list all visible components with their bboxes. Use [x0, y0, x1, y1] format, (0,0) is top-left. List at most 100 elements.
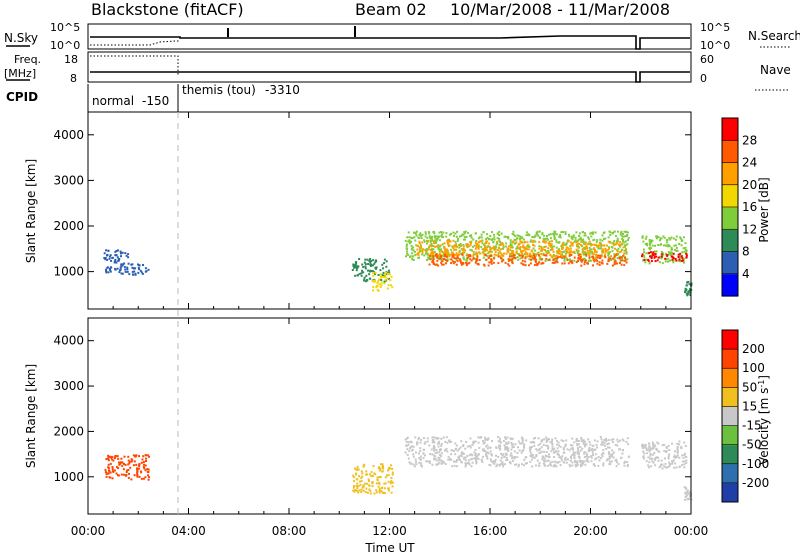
- echo-cell: [668, 259, 671, 262]
- echo-cell: [687, 489, 689, 492]
- echo-cell: [563, 461, 566, 464]
- echo-cell: [641, 255, 643, 258]
- echo-cell: [684, 492, 687, 495]
- echo-cell: [671, 258, 674, 261]
- echo-cell: [476, 259, 479, 261]
- echo-cell: [497, 234, 500, 237]
- echo-cell: [431, 257, 434, 260]
- echo-cell: [408, 236, 411, 239]
- echo-cell: [539, 236, 541, 239]
- echo-cell: [439, 449, 441, 451]
- echo-cell: [660, 459, 663, 462]
- echo-cell: [495, 465, 498, 468]
- echo-cell: [520, 451, 523, 454]
- echo-cell: [390, 284, 393, 287]
- echo-cell: [487, 245, 489, 248]
- echo-cell: [107, 457, 110, 460]
- echo-cell: [613, 243, 616, 246]
- echo-cell: [569, 241, 572, 244]
- echo-cell: [624, 257, 627, 259]
- echo-cell: [381, 463, 384, 466]
- echo-cell: [361, 475, 364, 478]
- echo-cell: [497, 252, 500, 255]
- echo-cell: [353, 485, 355, 487]
- echo-cell: [423, 437, 425, 440]
- colorbar-swatch: [722, 229, 738, 253]
- echo-cell: [456, 449, 459, 452]
- echo-cell: [670, 236, 673, 239]
- echo-cell: [433, 241, 436, 244]
- echo-cell: [390, 477, 393, 479]
- echo-cell: [415, 463, 418, 466]
- echo-cell: [355, 473, 357, 476]
- echo-cell: [553, 237, 556, 240]
- echo-cell: [538, 247, 541, 250]
- echo-cell: [651, 457, 654, 460]
- echo-cell: [453, 234, 455, 237]
- echo-cell: [581, 447, 584, 450]
- echo-cell: [519, 240, 522, 243]
- echo-cell: [145, 457, 148, 460]
- echo-cell: [391, 473, 394, 476]
- echo-cell: [673, 454, 676, 457]
- y-tick-label: 3000: [53, 173, 84, 187]
- echo-cell: [111, 466, 114, 469]
- echo-cell: [510, 441, 513, 444]
- echo-cell: [588, 249, 591, 252]
- echo-cell: [384, 276, 387, 279]
- echo-cell: [431, 253, 433, 256]
- echo-cell: [655, 447, 658, 450]
- echo-cell: [585, 455, 588, 458]
- echo-cell: [426, 253, 429, 256]
- echo-cell: [590, 248, 593, 251]
- echo-cell: [565, 461, 568, 464]
- echo-cell: [501, 260, 503, 263]
- echo-cell: [381, 467, 384, 470]
- echo-cell: [147, 471, 150, 473]
- echo-cell: [459, 258, 462, 261]
- echo-cell: [107, 454, 110, 457]
- echo-cell: [369, 473, 372, 476]
- echo-cell: [667, 243, 670, 246]
- echo-cell: [505, 459, 508, 462]
- echo-cell: [681, 460, 684, 463]
- echo-cell: [591, 255, 594, 258]
- echo-cell: [599, 238, 602, 241]
- echo-cell: [475, 260, 477, 263]
- echo-cell: [480, 233, 483, 236]
- echo-cell: [644, 237, 647, 240]
- echo-cell: [684, 289, 687, 292]
- echo-cell: [502, 465, 505, 468]
- echo-cell: [459, 459, 461, 462]
- echo-cell: [614, 262, 617, 265]
- echo-cell: [412, 246, 415, 249]
- echo-cell: [423, 240, 426, 243]
- echo-cell: [680, 237, 682, 240]
- echo-cell: [379, 273, 382, 276]
- echo-cell: [661, 262, 664, 265]
- colorbar-tick-label: 8: [742, 245, 750, 259]
- echo-cell: [663, 465, 666, 468]
- echo-cell: [576, 240, 579, 243]
- echo-cell: [428, 232, 431, 235]
- echo-cell: [427, 256, 430, 259]
- echo-cell: [381, 466, 384, 469]
- echo-cell: [433, 446, 436, 449]
- echo-cell: [370, 471, 373, 473]
- echo-cell: [488, 255, 491, 258]
- echo-cell: [468, 463, 471, 466]
- echo-cell: [621, 259, 624, 262]
- echo-cell: [436, 256, 439, 259]
- echo-cell: [594, 256, 597, 259]
- echo-cell: [569, 465, 572, 468]
- echo-cell: [585, 245, 588, 248]
- echo-cell: [131, 270, 134, 273]
- echo-cell: [582, 252, 585, 255]
- echo-cell: [578, 257, 581, 260]
- echo-cell: [524, 462, 527, 465]
- echo-cell: [675, 238, 677, 241]
- echo-cell: [410, 248, 413, 251]
- echo-cell: [412, 259, 415, 261]
- echo-cell: [652, 254, 655, 257]
- echo-cell: [621, 452, 624, 455]
